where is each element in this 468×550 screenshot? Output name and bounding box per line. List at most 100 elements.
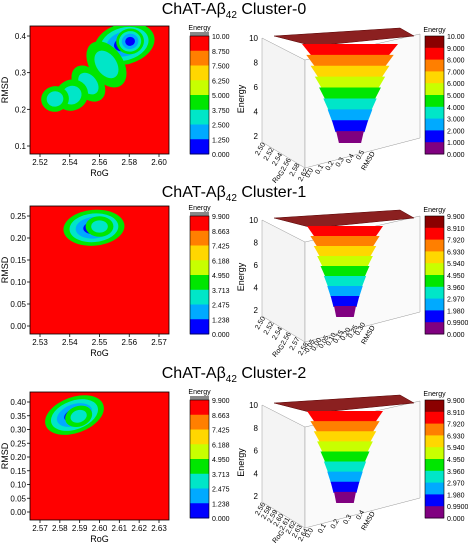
colorbar-swatch	[190, 124, 209, 140]
heatmap-x-tick-label: 2.54	[62, 338, 78, 347]
heatmap-x-tick-label: 2.60	[151, 158, 167, 167]
colorbar2-swatch	[425, 482, 444, 495]
colorbar2-swatch	[425, 106, 444, 120]
colorbar-max-swatch	[190, 212, 209, 216]
colorbar-frame	[189, 399, 210, 519]
colorbar-title: Energy	[188, 389, 211, 396]
colorbar-swatch	[190, 139, 209, 155]
colorbar2-swatch	[425, 275, 444, 288]
heatmap-y-tick-label: 0.15	[10, 467, 26, 476]
surface-funnel-band	[313, 431, 377, 443]
surface-y-tick-label: 0.2	[325, 160, 336, 172]
colorbar2-swatch	[425, 447, 444, 460]
colorbar2-swatch	[425, 130, 444, 143]
colorbar-swatch	[190, 459, 209, 475]
colorbar2-tick-label: 5.940	[447, 445, 465, 452]
colorbar-swatch	[190, 414, 209, 430]
colorbar2-swatch	[425, 47, 444, 61]
colorbar2-title: Energy	[423, 391, 446, 398]
surface-z-tick-label: 2	[254, 306, 259, 315]
surface-funnel-band	[307, 226, 383, 237]
colorbar-swatch	[190, 36, 209, 52]
colorbar-swatch	[190, 400, 209, 416]
heatmap-x-tick-label: 2.58	[121, 158, 137, 167]
surface-funnel-band	[306, 54, 394, 67]
heatmap-x-tick-label: 2.53	[32, 338, 48, 347]
heatmap-y-tick-label: 0.15	[10, 256, 26, 265]
heatmap-y-tick-label: 0.30	[10, 426, 26, 435]
surface-funnel-band	[336, 131, 364, 143]
colorbar2-swatch	[425, 423, 444, 436]
surface-funnel-band	[323, 461, 367, 473]
colorbar2-swatch	[425, 470, 444, 484]
colorbar-tick-label: 10.00	[212, 34, 230, 41]
colorbar-swatch	[190, 473, 209, 489]
surface-funnel-band	[320, 266, 370, 277]
colorbar-swatch	[190, 488, 209, 504]
colorbar2-tick-label: 0.000	[447, 332, 465, 339]
surface-funnel-band	[319, 87, 381, 100]
heatmap-y-tick-label: 0.20	[10, 453, 26, 462]
heatmap-x-tick-label: 2.60	[92, 524, 108, 533]
heatmap-y-axis-label: RMSD	[0, 256, 10, 283]
surface-y-tick-label: 0.2	[330, 518, 341, 530]
heatmap-x-tick-label: 2.52	[32, 158, 48, 167]
colorbar2-swatch	[425, 83, 444, 96]
cluster-0-panel: 2.52 2.54 2.56 2.58 2.600.10.20.30.4RoGRMSDE…	[0, 25, 465, 185]
colorbar-swatch	[190, 275, 209, 291]
surface-z-tick-label: 4	[254, 469, 259, 478]
surface-funnel-band	[310, 421, 380, 433]
colorbar2-tick-label: 7.920	[447, 422, 465, 429]
colorbar-swatch	[190, 109, 209, 125]
colorbar2-tick-label: 1.000	[447, 140, 465, 147]
surface-z-axis-label: Energy	[236, 262, 246, 291]
colorbar2-tick-label: 3.960	[447, 469, 465, 476]
colorbar2-swatch	[425, 322, 444, 335]
surface-funnel-band	[313, 246, 377, 257]
colorbar-frame	[189, 215, 210, 335]
colorbar2-frame	[424, 399, 445, 519]
colorbar2-swatch	[425, 251, 444, 264]
surface-z-tick-label: 4	[254, 108, 259, 117]
colorbar-tick-label: 4.950	[212, 273, 230, 280]
colorbar2-tick-label: 8.000	[447, 58, 465, 65]
colorbar2-tick-label: 7.000	[447, 69, 465, 76]
heatmap-x-tick-label: 2.56	[92, 158, 108, 167]
colorbar-swatch	[190, 429, 209, 445]
surface-z-tick-label: 10	[249, 216, 258, 225]
colorbar2-title: Energy	[423, 27, 446, 34]
heatmap-y-tick-label: 0.25	[10, 212, 26, 221]
colorbar2-tick-label: 4.000	[447, 105, 465, 112]
colorbar2-swatch	[425, 286, 444, 300]
colorbar2-swatch	[425, 435, 444, 448]
surface-z-tick-label: 6	[254, 83, 259, 92]
colorbar-swatch	[190, 289, 209, 305]
colorbar-tick-label: 2.500	[212, 123, 230, 130]
surface-z-axis-label: Energy	[236, 448, 246, 477]
surface-funnel-band	[330, 296, 360, 307]
colorbar-tick-label: 3.713	[212, 472, 230, 479]
colorbar-swatch	[190, 50, 209, 66]
heatmap-x-tick-label: 2.54	[62, 158, 78, 167]
colorbar-swatch	[190, 444, 209, 460]
heatmap-y-tick-label: 0.20	[10, 234, 26, 243]
colorbar2-tick-label: 5.940	[447, 261, 465, 268]
surface-y-tick-label: 0.3	[342, 514, 353, 526]
surface-funnel-band	[307, 411, 383, 423]
surface-funnel-band	[320, 451, 370, 463]
colorbar2-swatch	[425, 506, 444, 519]
cluster-1-panel: 2.53 2.54 2.55 2.56 2.57 0.00 0.05 0.10 0.15 0.20…	[0, 205, 468, 359]
surface-z-tick-label: 2	[254, 132, 259, 141]
colorbar2-tick-label: 5.000	[447, 93, 465, 100]
heatmap-contour-level	[70, 409, 87, 423]
colorbar-tick-label: 9.900	[212, 398, 230, 405]
colorbar2-title: Energy	[423, 207, 446, 214]
colorbar2-tick-label: 0.9900	[447, 504, 468, 511]
surface-y-tick-label: 0.5	[355, 149, 366, 161]
surface-funnel-band	[310, 65, 390, 78]
colorbar2-tick-label: 1.980	[447, 492, 465, 499]
heatmap-y-tick-label: 0.10	[10, 481, 26, 490]
colorbar2-swatch	[425, 263, 444, 276]
heatmap-x-tick-label: 2.58	[52, 524, 68, 533]
heatmap-y-tick-label: 0.2	[15, 105, 27, 114]
